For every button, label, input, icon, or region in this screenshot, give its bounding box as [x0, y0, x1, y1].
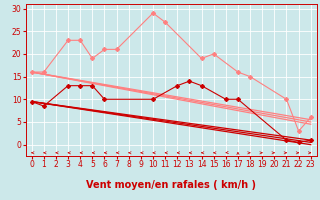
- X-axis label: Vent moyen/en rafales ( km/h ): Vent moyen/en rafales ( km/h ): [86, 180, 256, 190]
